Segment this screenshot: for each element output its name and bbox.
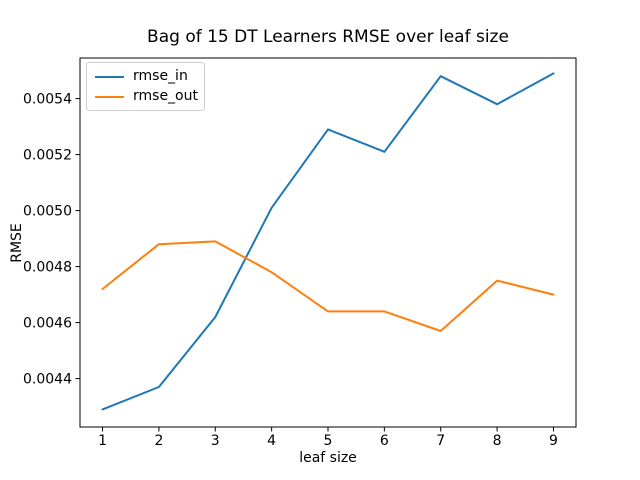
chart-title: Bag of 15 DT Learners RMSE over leaf siz… [147, 27, 509, 47]
x-tick-label: 3 [211, 433, 220, 449]
x-tick-label: 4 [267, 433, 276, 449]
y-axis-label: RMSE [9, 222, 26, 263]
x-tick-label: 6 [380, 433, 389, 449]
y-tick-label: 0.0048 [23, 260, 72, 276]
legend-label: rmse_out [133, 88, 198, 104]
series-line-rmse_out [101, 240, 555, 332]
x-tick-label: 1 [98, 433, 107, 449]
axes-frame [79, 57, 577, 428]
x-axis-label: leaf size [299, 450, 357, 466]
legend-line-swatch-rmse-out [95, 95, 124, 98]
x-tick-label: 9 [549, 433, 558, 449]
y-tick-label: 0.0052 [23, 148, 72, 164]
y-tick-label: 0.0044 [23, 372, 72, 388]
legend: rmse_in rmse_out [86, 62, 205, 111]
x-tick-label: 5 [324, 433, 333, 449]
y-axis-label-container: RMSE [6, 58, 28, 427]
y-tick-label: 0.0050 [23, 204, 72, 220]
series-line-rmse_in [101, 72, 555, 411]
x-tick-label: 7 [436, 433, 445, 449]
legend-label: rmse_in [133, 68, 188, 84]
legend-line-swatch-rmse-in [95, 75, 124, 78]
y-tick-label: 0.0054 [23, 92, 72, 108]
y-tick-label: 0.0046 [23, 316, 72, 332]
legend-item: rmse_in [95, 68, 196, 85]
legend-item: rmse_out [95, 88, 198, 105]
x-tick-label: 8 [493, 433, 502, 449]
x-tick-label: 2 [154, 433, 163, 449]
